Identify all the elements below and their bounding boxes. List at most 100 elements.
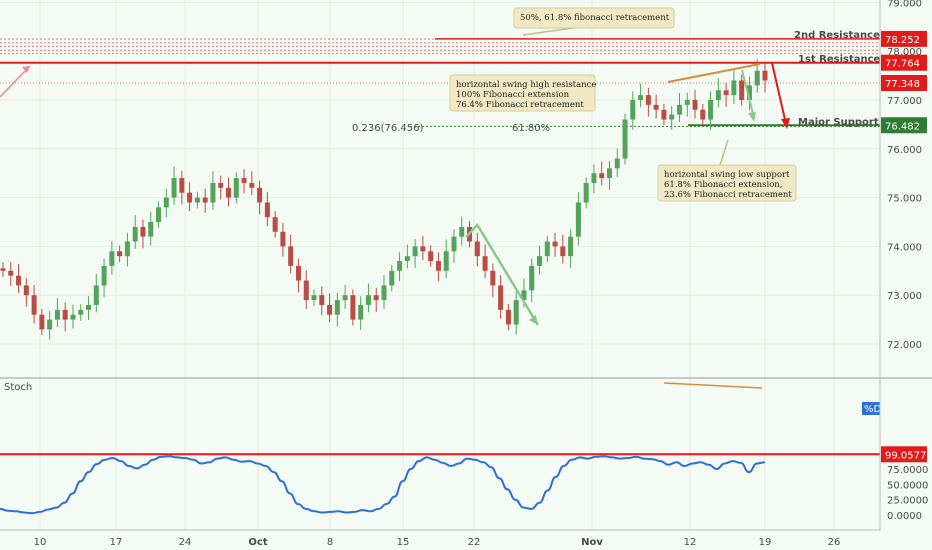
price-tag-label: 78.252 (885, 35, 920, 46)
candle-body (420, 246, 426, 252)
price-tick-label: 78.000 (887, 47, 922, 58)
first-resistance-label: 1st Resistance (798, 54, 881, 65)
candle-body (591, 173, 597, 183)
indicator-level-label: 99.0577 (885, 450, 926, 461)
swing-high-callout-text: 76.4% Fibonacci retracement (456, 100, 584, 110)
swing-arrow (476, 225, 540, 326)
time-tick-label: 26 (828, 537, 841, 548)
candle-body (233, 178, 239, 198)
candle-body (474, 241, 480, 257)
candle-body (241, 178, 247, 183)
down-arrow (771, 62, 787, 125)
candle-body (630, 100, 636, 120)
candle-body (101, 265, 107, 286)
price-tick-label: 75.000 (887, 194, 922, 205)
candle-body (86, 304, 92, 310)
swing-low-callout-text: horizontal swing low support (664, 170, 790, 180)
trend-arrow (0, 65, 31, 98)
candle-body (381, 285, 387, 301)
candle-body (218, 182, 224, 188)
fib-retracement-callout-box (513, 7, 675, 29)
price-tag-label: 77.764 (885, 59, 920, 70)
candle-body (179, 178, 185, 193)
indicator-series-tag (862, 402, 880, 415)
candle-body (124, 241, 130, 257)
candle-body (257, 187, 263, 203)
price-tick-label: 77.000 (887, 96, 922, 107)
candle-body (731, 80, 737, 96)
candle-body (412, 246, 418, 257)
candle-body (202, 197, 208, 203)
candle-body (194, 197, 200, 203)
price-tick-label: 74.000 (887, 242, 922, 253)
indicator-tick-label: 75.0000 (887, 465, 928, 476)
candle-body (723, 90, 729, 96)
candle-body (311, 295, 317, 301)
swing-high-callout-box (449, 74, 596, 112)
candle-body (397, 261, 403, 271)
candle-body (692, 100, 698, 110)
price-tag (881, 75, 927, 92)
candle-body (490, 270, 496, 286)
candle-body (93, 285, 99, 305)
candle-body (614, 158, 620, 169)
swing-arrow-head (748, 112, 756, 122)
candle-body (638, 95, 644, 100)
time-tick-label: Nov (581, 537, 603, 548)
candle-body (739, 80, 745, 100)
candle-body (272, 217, 278, 232)
candle-body (754, 70, 760, 86)
time-tick-label: 19 (759, 537, 772, 548)
candle-body (47, 319, 53, 330)
candle-body (62, 309, 68, 320)
candle-body (350, 295, 356, 320)
swing-low-callout-text: 23.6% Fibonacci retracement (664, 190, 792, 200)
candle-body (544, 241, 550, 257)
candle-body (700, 109, 706, 120)
price-tag-label: 77.348 (885, 79, 920, 90)
indicator-title: Stoch (4, 382, 32, 393)
candle-body (16, 275, 22, 286)
price-tick-label: 73.000 (887, 291, 922, 302)
candle-body (117, 251, 123, 257)
candle-body (140, 226, 146, 237)
candle-body (661, 109, 667, 120)
time-tick-label: 17 (110, 537, 123, 548)
time-tick-label: 8 (327, 537, 333, 548)
candle-body (583, 182, 589, 203)
indicator-level-tag (881, 446, 927, 463)
candle-body (187, 192, 193, 203)
candle-body (8, 270, 14, 276)
candle-body (676, 104, 682, 115)
candle-body (513, 300, 519, 325)
candle-body (23, 285, 29, 296)
candle-body (365, 295, 371, 305)
fib-percent-label: 61.80% (512, 123, 550, 134)
price-tag (881, 54, 927, 71)
candle-body (606, 168, 612, 179)
time-tick-label: 12 (684, 537, 697, 548)
swing-high-callout-text: horizontal swing high resistance (456, 80, 596, 90)
candle-body (622, 119, 628, 159)
time-tick-label: 22 (468, 537, 481, 548)
stoch-line (0, 455, 766, 515)
indicator-series-label: %D (864, 404, 882, 415)
candle-body (264, 202, 270, 218)
candle-body (295, 265, 301, 281)
candle-body (505, 309, 511, 325)
grid (0, 0, 880, 530)
drawings (0, 26, 790, 326)
major-support-label: Major Support (798, 117, 879, 128)
swing-high-callout-text: 100% Fibonacci extension (456, 90, 570, 100)
price-tags: 78.252 77.764 77.348 76.482 (881, 30, 927, 134)
fib-retracement-callout-text: 50%, 61.8% fibonacci retracement (520, 13, 670, 23)
candle-body (552, 241, 558, 247)
candle-body (389, 270, 395, 286)
candle-body (435, 261, 441, 271)
swing-low-callout-box (657, 164, 797, 202)
time-tick-label: 24 (179, 537, 192, 548)
indicator-tick-label: 0.0000 (887, 511, 922, 522)
candle-body (163, 197, 169, 208)
candles (0, 59, 768, 340)
